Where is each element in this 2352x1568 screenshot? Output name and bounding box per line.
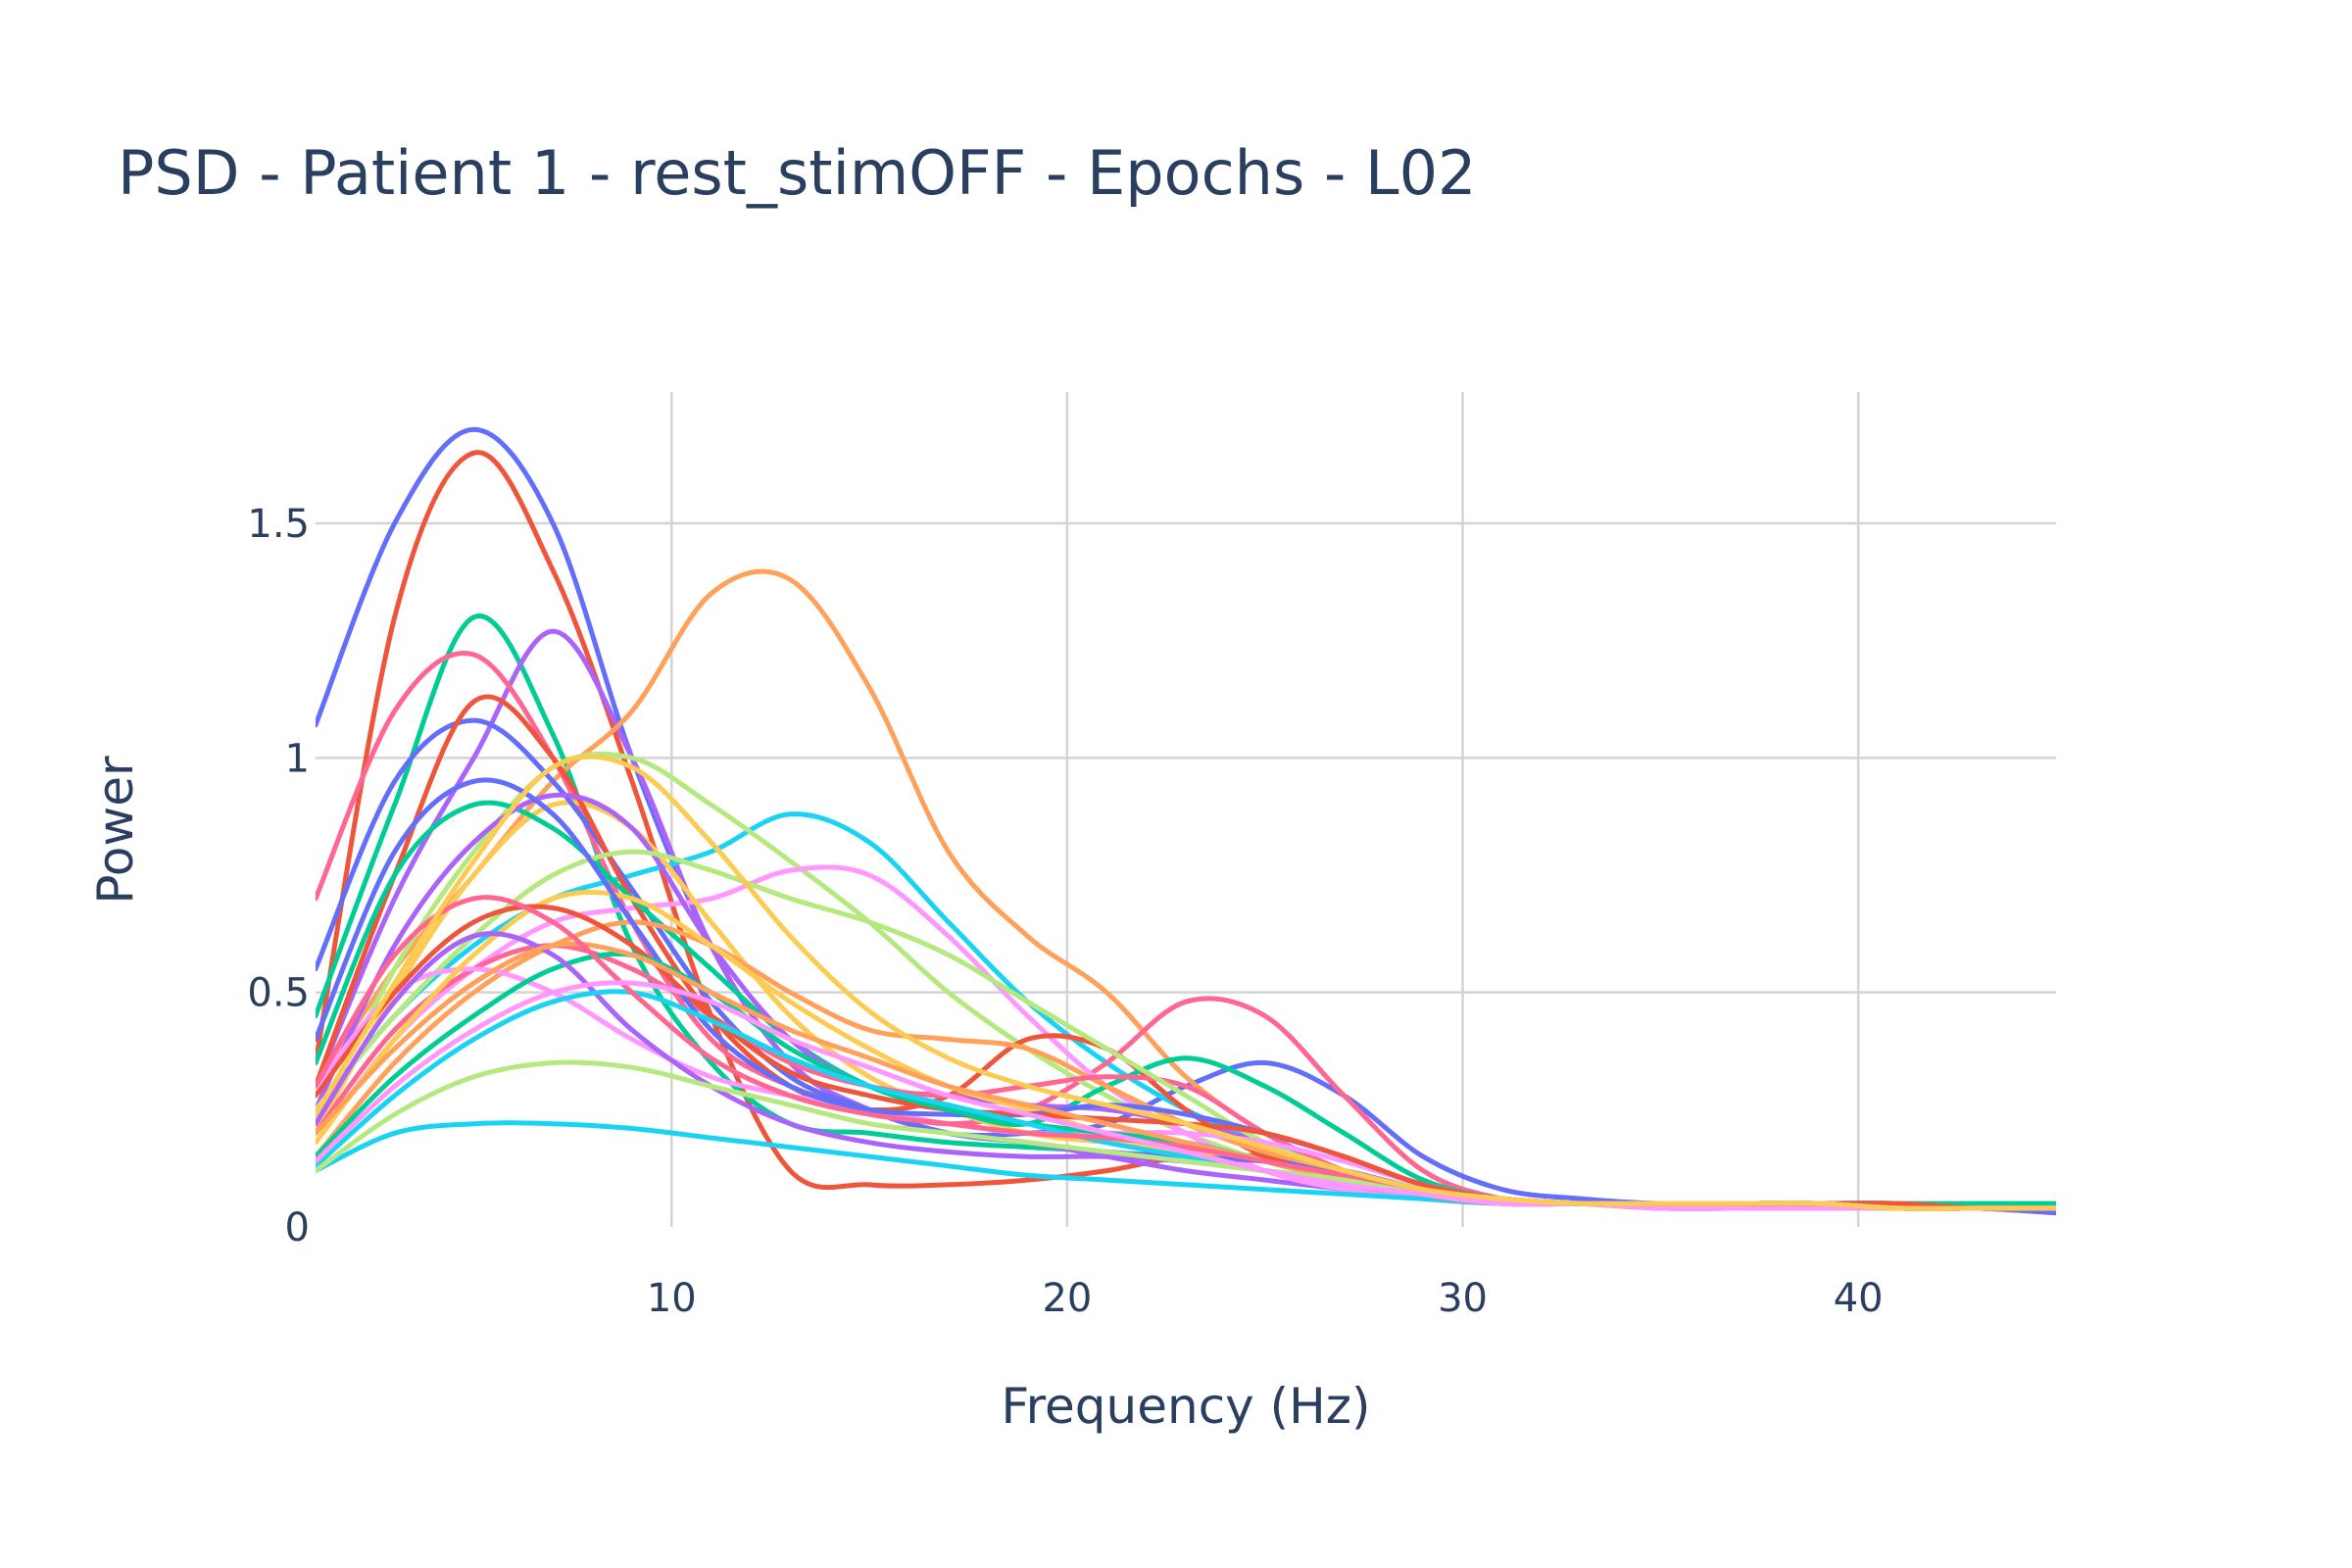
x-tick-labels: 10 20 30 40 bbox=[647, 1276, 1884, 1321]
y-axis-title: Power bbox=[87, 756, 144, 905]
x-tick-label: 40 bbox=[1834, 1276, 1884, 1321]
y-tick-labels: 0 0.5 1 1.5 bbox=[247, 502, 310, 1250]
y-tick-label: 1.5 bbox=[247, 502, 310, 547]
series-line bbox=[316, 754, 2056, 1211]
y-tick-label: 0.5 bbox=[247, 971, 310, 1016]
y-tick-label: 0 bbox=[285, 1205, 310, 1250]
chart-title: PSD - Patient 1 - rest_stimOFF - Epochs … bbox=[118, 137, 1477, 209]
y-tick-label: 1 bbox=[285, 736, 310, 781]
series-layer bbox=[316, 426, 2056, 1216]
x-axis-title: Frequency (Hz) bbox=[1001, 1378, 1370, 1435]
x-tick-label: 30 bbox=[1438, 1276, 1488, 1321]
x-tick-label: 20 bbox=[1042, 1276, 1092, 1321]
x-tick-label: 10 bbox=[647, 1276, 697, 1321]
